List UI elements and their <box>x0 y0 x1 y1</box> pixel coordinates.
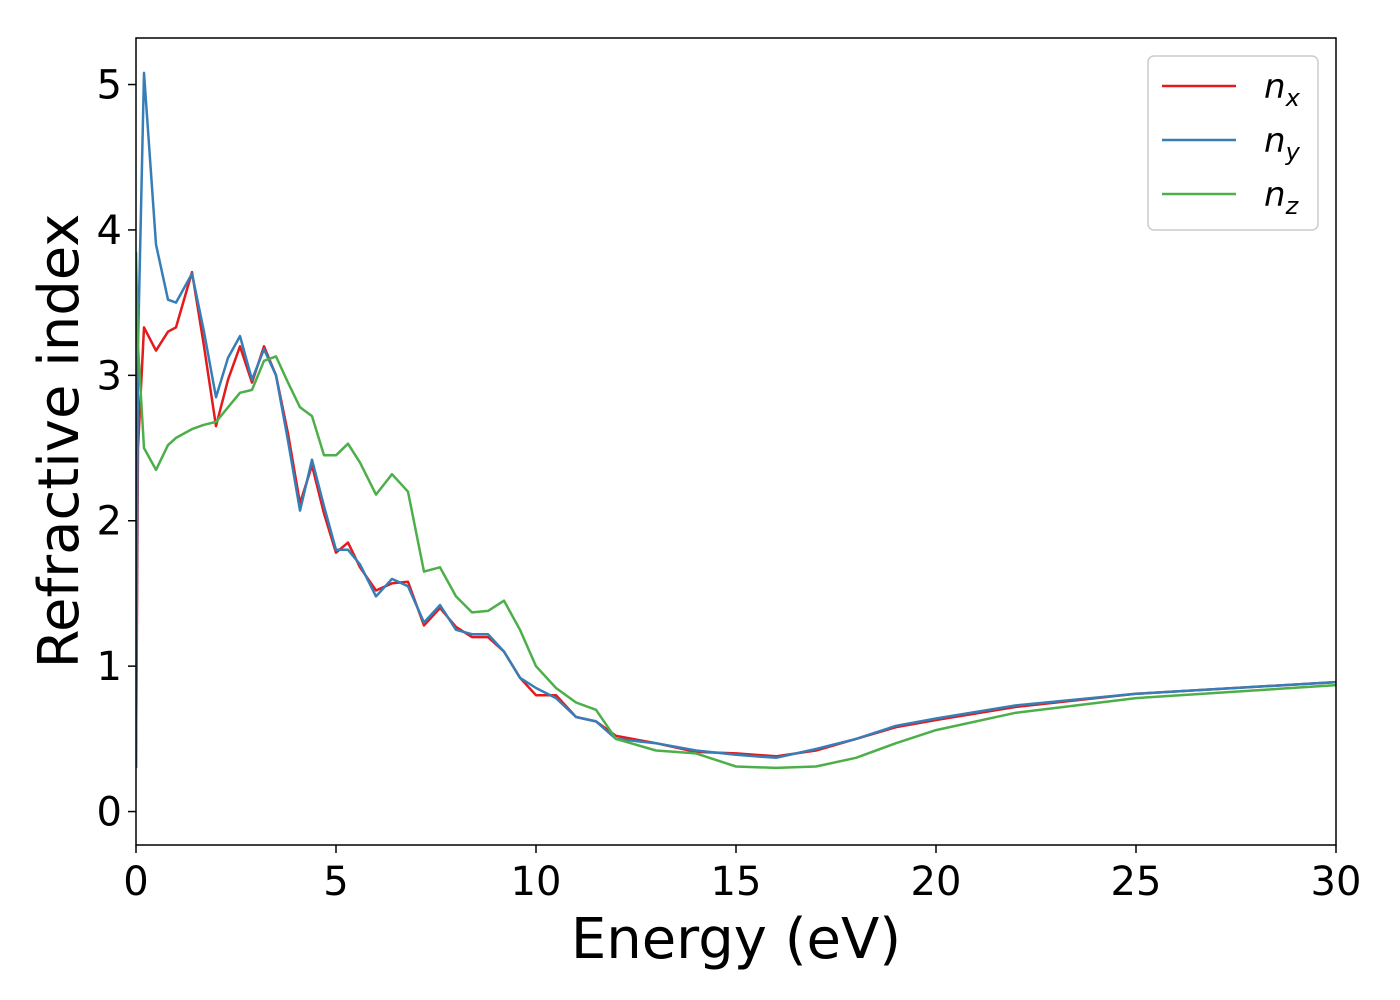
data-line <box>136 251 1336 770</box>
data-line <box>136 71 1336 768</box>
data-line <box>136 270 1336 768</box>
legend-label: ny <box>1264 121 1301 166</box>
x-tick-label: 5 <box>323 859 348 905</box>
legend-label: nz <box>1264 175 1300 220</box>
x-tick-label: 0 <box>123 859 148 905</box>
legend-box <box>1147 55 1319 231</box>
legend-label: nx <box>1264 67 1301 112</box>
x-tick-label: 30 <box>1311 859 1362 905</box>
y-tick-label: 4 <box>97 208 122 254</box>
x-tick-label: 20 <box>911 859 962 905</box>
x-tick-label: 15 <box>711 859 762 905</box>
y-tick-label: 1 <box>97 644 122 690</box>
x-tick-label: 10 <box>511 859 562 905</box>
plot-frame <box>135 37 1337 846</box>
x-axis-label: Energy (eV) <box>571 907 901 972</box>
y-tick-label: 2 <box>97 499 122 545</box>
y-tick-label: 0 <box>97 790 122 836</box>
y-axis-label: Refractive index <box>27 214 92 669</box>
y-tick-label: 5 <box>97 63 122 109</box>
x-tick-label: 25 <box>1111 859 1162 905</box>
y-tick-label: 3 <box>97 353 122 399</box>
